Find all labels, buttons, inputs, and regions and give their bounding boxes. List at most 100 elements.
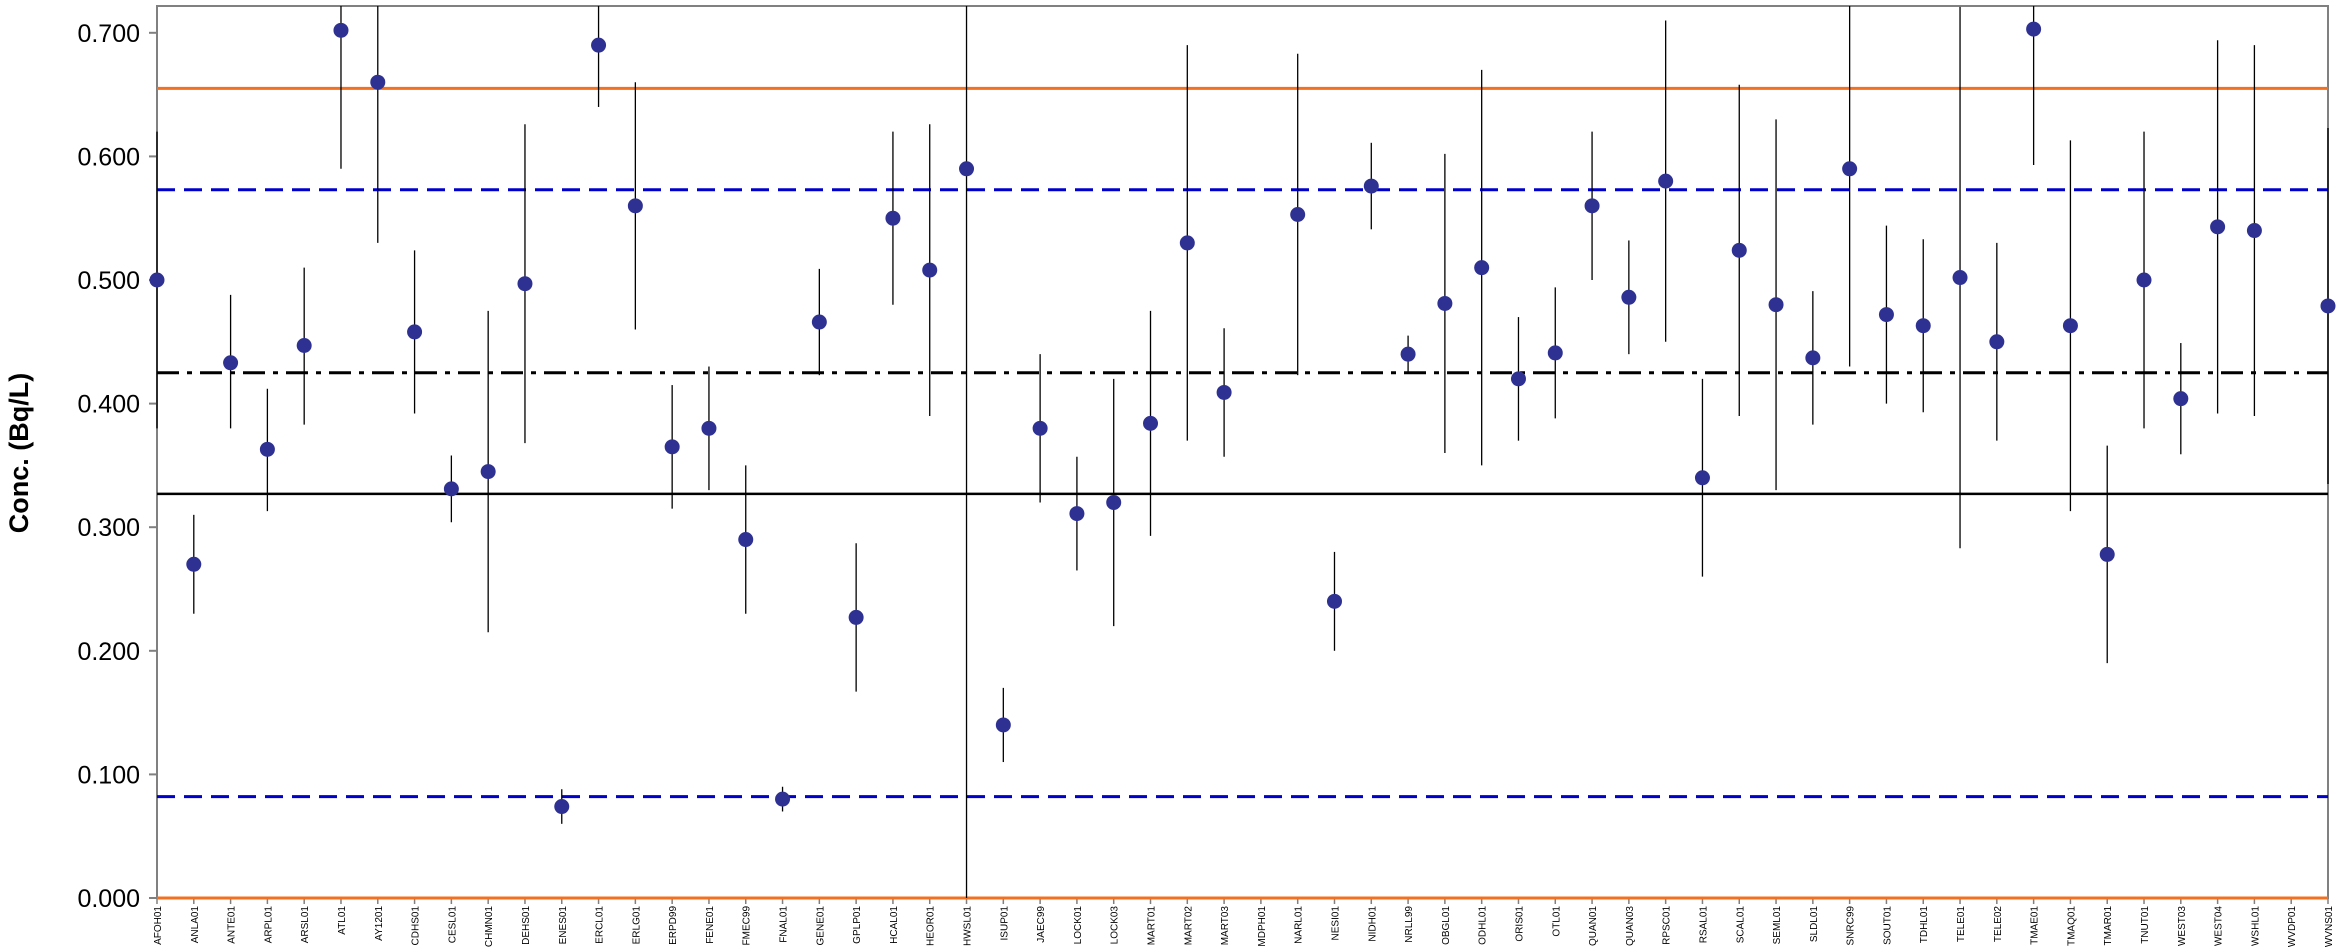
data-point — [1400, 346, 1416, 362]
x-tick-label: NARL01 — [1294, 906, 1305, 944]
data-point — [1915, 318, 1931, 334]
x-tick-label: CDHS01 — [411, 906, 422, 946]
data-point — [1805, 350, 1821, 366]
x-tick-label: WVDP01 — [2287, 906, 2298, 947]
data-point — [554, 799, 570, 815]
data-series — [149, 6, 2336, 898]
x-tick-label: ARPL01 — [263, 906, 274, 944]
y-tick-label: 0.000 — [77, 885, 140, 913]
plot-frame — [156, 5, 2329, 899]
data-point — [1106, 494, 1122, 510]
data-point — [995, 717, 1011, 733]
data-point — [1768, 297, 1784, 313]
x-tick-label: WEST04 — [2214, 906, 2225, 946]
x-tick-label: AFOH01 — [153, 906, 164, 945]
x-tick-label: NIDH01 — [1367, 906, 1378, 942]
data-point — [2062, 318, 2078, 334]
data-point — [1216, 384, 1232, 400]
x-tick-label: MART02 — [1183, 906, 1194, 946]
x-tick-label: ARSL01 — [300, 906, 311, 944]
data-point — [775, 791, 791, 807]
x-tick-label: GENE01 — [815, 906, 826, 946]
data-point — [738, 532, 754, 548]
x-tick-label: FENE01 — [705, 906, 716, 944]
data-point — [959, 161, 975, 177]
x-tick-label: ENES01 — [558, 906, 569, 945]
data-point — [1878, 307, 1894, 323]
x-tick-label: ORIS01 — [1514, 906, 1525, 942]
data-point — [2099, 546, 2115, 562]
x-tick-label: SCAL01 — [1735, 906, 1746, 944]
data-point — [1621, 289, 1637, 305]
axis-layer: 0.000 0.100 0.200 0.300 0.400 0.500 0.600 0.700… — [77, 5, 2335, 947]
data-point — [259, 441, 275, 457]
x-tick-label: CHMN01 — [484, 906, 495, 947]
x-tick-label: SLDL01 — [1809, 906, 1820, 943]
data-point — [1069, 506, 1085, 522]
reference-lines — [157, 86, 2328, 900]
x-tick-label: ISUP01 — [999, 906, 1010, 941]
x-tick-label: GPLP01 — [852, 906, 863, 944]
data-point — [627, 198, 643, 214]
x-tick-label: DEHS01 — [521, 906, 532, 945]
data-point — [2026, 21, 2042, 37]
x-tick-label: TMAQ01 — [2066, 906, 2077, 946]
data-point — [1694, 470, 1710, 486]
x-tick-label: TNUT01 — [2140, 906, 2151, 944]
x-tick-label: OTL01 — [1551, 906, 1562, 937]
data-point — [1143, 415, 1159, 431]
x-tick-label: LOCK01 — [1073, 906, 1084, 945]
x-tick-label: SNRC99 — [1846, 906, 1857, 946]
x-tick-label: WVNS01 — [2324, 906, 2335, 947]
data-point — [811, 314, 827, 330]
data-point — [517, 276, 533, 292]
data-point — [407, 324, 423, 340]
x-tick-label: MDPH01 — [1257, 906, 1268, 947]
x-tick-label: RPSC01 — [1662, 906, 1673, 945]
y-axis-label: Conc. (Bq/L) — [4, 373, 34, 533]
x-tick-label: TELE01 — [1956, 906, 1967, 943]
data-point — [1179, 235, 1195, 251]
x-tick-label: LOCK03 — [1110, 906, 1121, 945]
x-tick-label: WSHL01 — [2250, 906, 2261, 946]
x-tick-label: OBGL01 — [1441, 906, 1452, 945]
data-point — [1326, 593, 1342, 609]
data-point — [1952, 270, 1968, 286]
x-tick-label: QUAN01 — [1588, 906, 1599, 946]
x-tick-label: MART03 — [1220, 906, 1231, 946]
data-point — [1032, 420, 1048, 436]
x-tick-label: NRLL99 — [1404, 906, 1415, 943]
x-tick-label: MART01 — [1147, 906, 1158, 946]
data-point — [223, 355, 239, 371]
data-point — [296, 338, 312, 354]
x-tick-label: TMAE01 — [2030, 906, 2041, 945]
data-point — [1437, 295, 1453, 311]
y-tick-label: 0.700 — [77, 20, 140, 48]
x-tick-label: ERPD99 — [668, 906, 679, 945]
x-tick-label: JAEC99 — [1036, 906, 1047, 943]
x-tick-label: HCAL01 — [889, 906, 900, 944]
data-point — [2210, 219, 2226, 235]
data-point — [2136, 272, 2152, 288]
x-tick-label: ANTE01 — [227, 906, 238, 944]
data-point — [186, 556, 202, 572]
x-tick-label: ERCL01 — [595, 906, 606, 944]
data-point — [2320, 298, 2336, 314]
data-point — [1290, 206, 1306, 222]
x-tick-label: QUAN03 — [1625, 906, 1636, 946]
x-tick-label: FMEC99 — [742, 906, 753, 946]
y-tick-label: 0.300 — [77, 514, 140, 542]
x-tick-label: ANLA01 — [190, 906, 201, 944]
data-point — [480, 464, 496, 480]
x-tick-label: SEML01 — [1772, 906, 1783, 945]
x-tick-label: TELE02 — [1993, 906, 2004, 943]
x-tick-label: FNAL01 — [779, 906, 790, 943]
data-point — [701, 420, 717, 436]
data-point — [2246, 223, 2262, 239]
data-point — [591, 37, 607, 53]
y-tick-label: 0.600 — [77, 143, 140, 171]
x-tick-label: WEST03 — [2177, 906, 2188, 946]
data-point — [370, 74, 386, 90]
